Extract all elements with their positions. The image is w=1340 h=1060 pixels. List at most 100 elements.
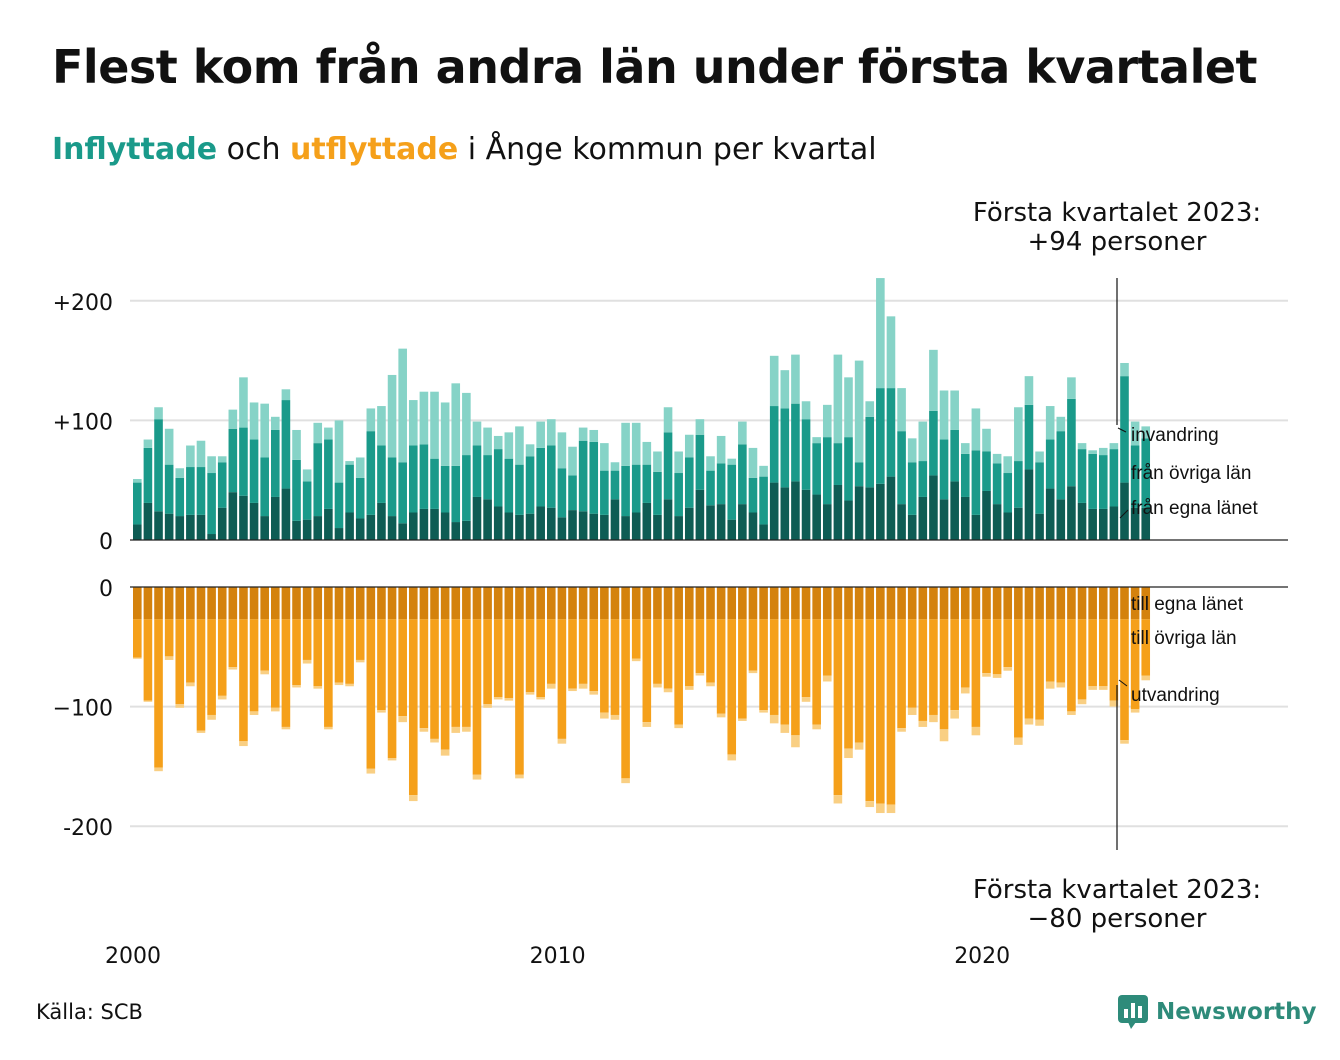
bar-out-own-county bbox=[897, 587, 906, 620]
bar-out-emigration bbox=[1045, 681, 1055, 689]
bar-out-own-county bbox=[175, 587, 185, 620]
bar-in-other-counties bbox=[1130, 445, 1140, 508]
bar-in-immigration bbox=[1014, 407, 1023, 462]
bar-out-other-counties bbox=[1088, 619, 1097, 687]
bar-in-immigration bbox=[1056, 416, 1066, 432]
annotation-top-line2: +94 personer bbox=[1028, 227, 1207, 257]
bar-in-other-counties bbox=[239, 427, 248, 496]
bar-in-other-counties bbox=[971, 450, 981, 515]
bar-out-other-counties bbox=[324, 619, 333, 727]
bar-out-own-county bbox=[334, 587, 344, 620]
bar-out-other-counties bbox=[769, 619, 779, 715]
bar-in-own-county bbox=[419, 508, 429, 540]
bar-out-own-county bbox=[483, 587, 492, 620]
bar-out-other-counties bbox=[345, 619, 354, 684]
bar-out-emigration bbox=[738, 718, 747, 721]
bar-in-own-county bbox=[578, 511, 588, 540]
bar-in-own-county bbox=[408, 512, 418, 540]
bar-in-own-county bbox=[1130, 507, 1140, 540]
bar-out-other-counties bbox=[865, 619, 875, 802]
bar-in-immigration bbox=[175, 468, 185, 478]
bar-out-emigration bbox=[493, 697, 503, 700]
bar-out-emigration bbox=[1088, 686, 1097, 690]
bar-out-emigration bbox=[727, 754, 737, 761]
bar-out-other-counties bbox=[907, 619, 917, 708]
bar-in-other-counties bbox=[663, 432, 673, 500]
bar-in-immigration bbox=[748, 447, 758, 478]
bar-out-other-counties bbox=[780, 619, 790, 725]
bar-in-other-counties bbox=[440, 465, 450, 513]
bar-in-immigration bbox=[854, 360, 864, 463]
bar-out-own-county bbox=[546, 587, 556, 620]
bar-in-other-counties bbox=[854, 462, 864, 487]
bar-in-immigration bbox=[281, 389, 291, 401]
bar-in-own-county bbox=[876, 483, 885, 540]
bar-in-other-counties bbox=[716, 463, 726, 505]
bar-in-own-county bbox=[515, 514, 524, 540]
bar-in-other-counties bbox=[780, 408, 790, 488]
bar-out-other-counties bbox=[472, 619, 482, 775]
bar-in-own-county bbox=[472, 496, 482, 540]
bar-out-other-counties bbox=[281, 619, 291, 727]
bar-in-immigration bbox=[525, 444, 535, 457]
bar-out-own-county bbox=[568, 587, 577, 620]
bar-in-other-counties bbox=[960, 453, 970, 497]
bar-out-emigration bbox=[164, 656, 174, 660]
bar-in-other-counties bbox=[334, 482, 344, 529]
bar-in-other-counties bbox=[801, 419, 811, 490]
bar-out-own-county bbox=[801, 587, 811, 620]
bar-in-immigration bbox=[398, 348, 407, 463]
bar-in-other-counties bbox=[377, 445, 386, 503]
bar-out-own-county bbox=[217, 587, 227, 620]
bar-in-other-counties bbox=[217, 462, 227, 508]
bar-out-other-counties bbox=[748, 619, 758, 671]
bar-out-own-county bbox=[1088, 587, 1097, 620]
bar-out-emigration bbox=[589, 691, 599, 695]
bar-in-immigration bbox=[600, 443, 609, 471]
bar-in-own-county bbox=[1003, 512, 1013, 540]
bar-out-other-counties bbox=[876, 619, 885, 804]
annotation-bottom-line1: Första kvartalet 2023: bbox=[973, 875, 1261, 905]
bar-in-own-county bbox=[1024, 469, 1034, 540]
bar-in-other-counties bbox=[610, 470, 620, 500]
bar-out-other-counties bbox=[440, 619, 450, 750]
bar-out-emigration bbox=[631, 658, 641, 662]
bar-out-own-county bbox=[780, 587, 790, 620]
bar-in-immigration bbox=[876, 278, 885, 389]
bar-out-other-counties bbox=[133, 619, 142, 658]
bar-in-other-counties bbox=[472, 445, 482, 497]
bar-in-own-county bbox=[175, 516, 185, 540]
bar-out-emigration bbox=[345, 683, 354, 687]
bar-in-immigration bbox=[950, 390, 959, 430]
bar-out-emigration bbox=[483, 704, 492, 708]
bar-out-other-counties bbox=[939, 619, 949, 730]
bar-out-own-county bbox=[493, 587, 503, 620]
bar-in-other-counties bbox=[366, 431, 376, 515]
bar-in-other-counties bbox=[143, 447, 153, 503]
bar-in-own-county bbox=[260, 516, 269, 540]
bar-in-other-counties bbox=[738, 444, 747, 505]
bar-out-emigration bbox=[907, 707, 917, 715]
bar-in-own-county bbox=[886, 476, 896, 540]
bar-in-immigration bbox=[1045, 406, 1055, 440]
bar-out-emigration bbox=[324, 726, 333, 730]
bar-in-immigration bbox=[313, 422, 323, 444]
bar-out-emigration bbox=[536, 697, 545, 700]
bar-in-own-county bbox=[302, 519, 312, 540]
bar-in-own-county bbox=[249, 502, 259, 540]
bar-out-other-counties bbox=[918, 619, 928, 721]
bar-in-immigration bbox=[822, 404, 832, 438]
bar-in-immigration bbox=[324, 427, 333, 440]
bar-in-other-counties bbox=[600, 470, 609, 515]
bar-in-immigration bbox=[1077, 443, 1087, 450]
bar-in-immigration bbox=[589, 429, 599, 442]
bar-out-other-counties bbox=[886, 619, 896, 805]
bar-in-other-counties bbox=[748, 477, 758, 513]
bar-out-emigration bbox=[270, 707, 280, 712]
label-leader-own-county bbox=[1119, 509, 1129, 519]
bar-out-other-counties bbox=[164, 619, 174, 657]
bar-out-emigration bbox=[207, 714, 216, 720]
bar-in-own-county bbox=[706, 505, 715, 540]
bar-in-other-counties bbox=[1003, 473, 1013, 513]
bar-in-other-counties bbox=[249, 439, 259, 503]
